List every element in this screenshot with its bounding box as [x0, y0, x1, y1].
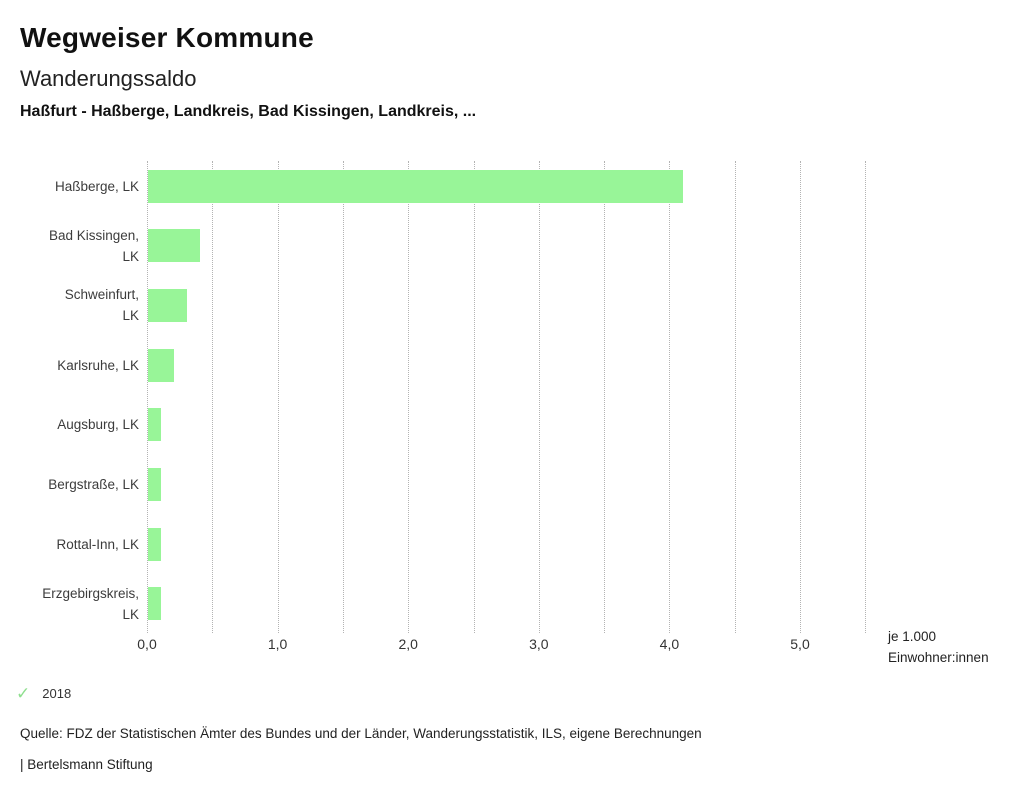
category-label: Karlsruhe, LK: [57, 357, 139, 373]
legend-year-label: 2018: [42, 686, 72, 701]
gridline: [604, 161, 606, 633]
gridline: [408, 161, 410, 633]
bar-Haßberge, LK[interactable]: [148, 169, 684, 203]
gridline: [342, 161, 344, 633]
bar-Augsburg, LK[interactable]: [148, 408, 162, 442]
bar-Schweinfurt, LK[interactable]: [148, 288, 188, 322]
gridline: [538, 161, 540, 633]
x-axis-unit-label: je 1.000 Einwohner:innen: [888, 629, 989, 665]
x-tick-label: 0,0: [137, 636, 157, 652]
gridline: [669, 161, 671, 633]
source-note: Quelle: FDZ der Statistischen Ämter des …: [20, 726, 702, 741]
gridline: [734, 161, 736, 633]
gridline: [212, 161, 214, 633]
x-tick-label: 1,0: [267, 636, 288, 652]
bar-Bad Kissingen, LK[interactable]: [148, 229, 201, 263]
check-icon: ✓: [16, 684, 31, 703]
category-label: Bad Kissingen, LK: [48, 227, 139, 264]
x-tick-label: 4,0: [659, 636, 680, 652]
bar-Rottal-Inn, LK[interactable]: [148, 527, 162, 561]
gridline: [865, 161, 867, 633]
gridline: [147, 161, 148, 633]
category-label: Erzgebirgskreis, LK: [42, 585, 139, 622]
gridline: [800, 161, 801, 633]
bar-Bergstraße, LK[interactable]: [148, 468, 162, 501]
category-label: Haßberge, LK: [54, 178, 139, 194]
category-label: Rottal-Inn, LK: [56, 536, 139, 552]
gridline: [473, 161, 475, 633]
bar-Karlsruhe, LK[interactable]: [148, 348, 175, 382]
category-label: Bergstraße, LK: [48, 477, 139, 492]
brand-note: | Bertelsmann Stiftung: [20, 757, 153, 772]
gridline: [277, 161, 279, 633]
bar-Erzgebirgskreis, LK[interactable]: [148, 587, 162, 621]
x-tick-label: 5,0: [790, 636, 810, 652]
chart-title: Wanderungssaldo: [20, 66, 197, 91]
category-label: Schweinfurt, LK: [64, 287, 139, 324]
page-title: Wegweiser Kommune: [20, 22, 314, 53]
legend-item-2018[interactable]: ✓ 2018: [16, 685, 71, 702]
x-tick-label: 2,0: [398, 636, 418, 652]
x-tick-label: 3,0: [529, 636, 549, 652]
category-label: Augsburg, LK: [57, 417, 139, 433]
chart-subtitle-regions: Haßfurt - Haßberge, Landkreis, Bad Kissi…: [20, 103, 477, 120]
